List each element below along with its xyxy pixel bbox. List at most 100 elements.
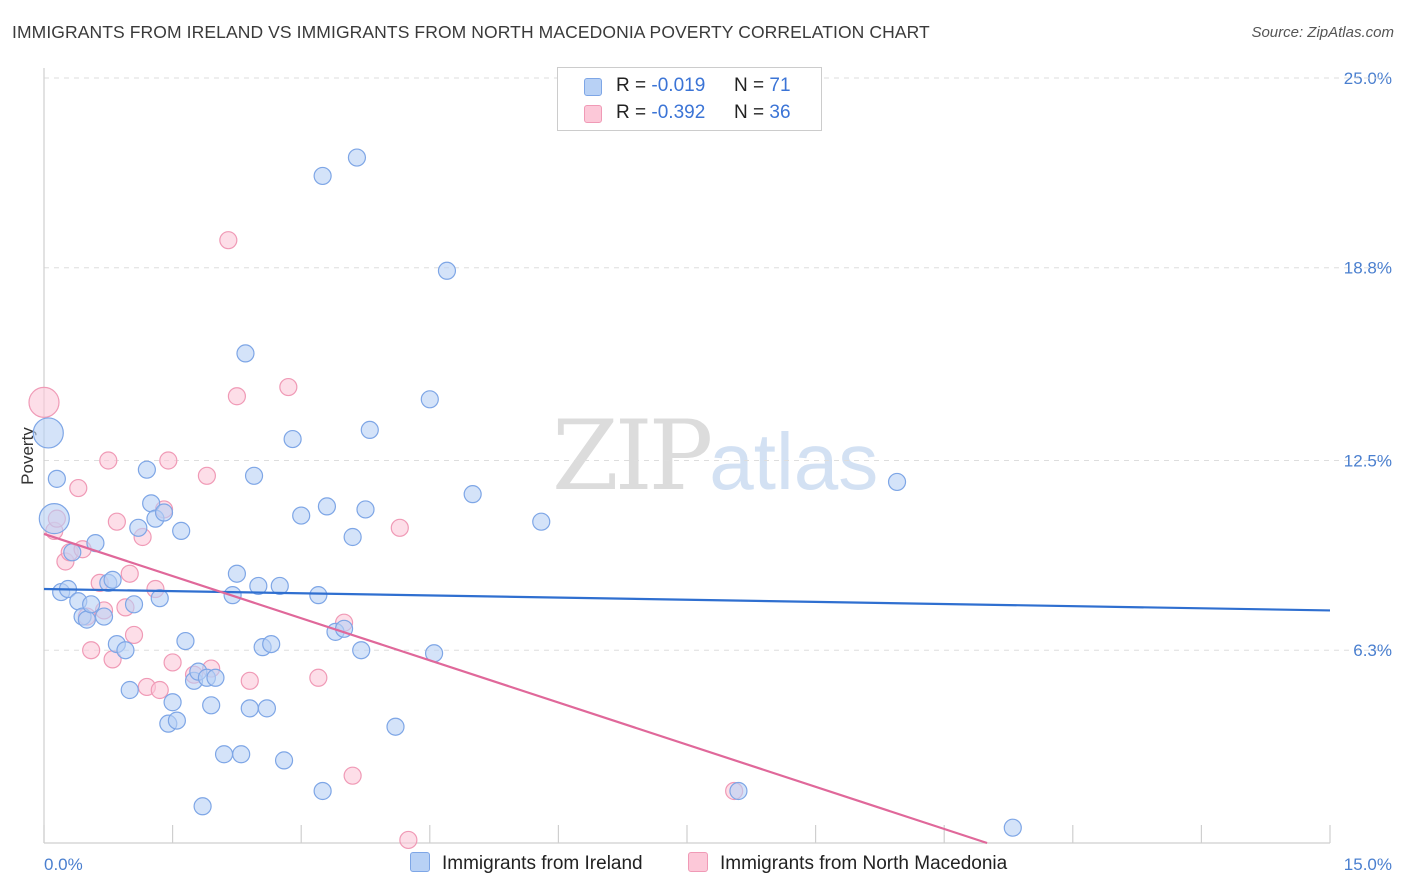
ireland-point: [262, 634, 281, 654]
ireland-point: [236, 344, 255, 363]
legend-n-value-ireland: 71: [769, 75, 791, 96]
ireland-point: [317, 497, 337, 516]
north-macedonia-point: [343, 766, 362, 785]
ireland-point: [129, 518, 148, 537]
legend-n-ireland: N = 71: [734, 75, 791, 97]
series-name-ireland: Immigrants from Ireland: [442, 853, 643, 874]
legend-r-value-north-macedonia: -0.392: [651, 102, 706, 123]
legend-r-value-ireland: -0.019: [651, 75, 706, 96]
ireland-point: [347, 148, 367, 167]
ireland-point: [309, 586, 328, 605]
series-name-north-macedonia: Immigrants from North Macedonia: [720, 853, 1008, 874]
ireland-point: [176, 631, 195, 651]
ireland-point: [274, 751, 294, 770]
y-tick-label: 6.3%: [1353, 641, 1392, 660]
ireland-point: [249, 576, 268, 596]
series-swatch-ireland: [410, 852, 430, 872]
ireland-point: [124, 595, 144, 614]
north-macedonia-point: [390, 518, 409, 537]
ireland-point: [150, 589, 169, 608]
ireland-point: [343, 527, 362, 547]
watermark-atlas: atlas: [709, 417, 879, 506]
x-tick-label: 0.0%: [44, 855, 83, 874]
x-tick-label: 15.0%: [1344, 855, 1392, 874]
y-tick-label: 12.5%: [1344, 452, 1392, 471]
ireland-point: [313, 781, 332, 801]
north-macedonia-point: [124, 625, 144, 645]
ireland-point: [270, 576, 289, 596]
ireland-point: [94, 607, 114, 626]
north-macedonia-point: [240, 671, 259, 690]
ireland-point: [163, 693, 182, 712]
north-macedonia-point: [150, 680, 169, 700]
legend-n-north-macedonia: N = 36: [734, 102, 791, 124]
ireland-point: [206, 668, 225, 687]
ireland-point: [116, 641, 135, 660]
legend-row-ireland: R = -0.019 N = 71: [558, 73, 821, 101]
ireland-point: [292, 506, 311, 525]
legend-swatch-north-macedonia: [584, 105, 602, 123]
ireland-point: [214, 745, 234, 764]
ireland-point: [137, 460, 156, 479]
ireland-point: [437, 261, 457, 280]
north-macedonia-point: [163, 653, 182, 672]
ireland-point: [887, 472, 907, 492]
ireland-point: [202, 696, 221, 715]
ireland-point: [154, 503, 174, 522]
chart-source: Source: ZipAtlas.com: [1251, 24, 1394, 41]
y-tick-label: 18.8%: [1344, 259, 1392, 278]
ireland-point: [227, 564, 246, 583]
north-macedonia-point: [197, 466, 216, 485]
ireland-point: [82, 595, 101, 614]
legend-row-north-macedonia: R = -0.392 N = 36: [558, 100, 821, 128]
ireland-point: [32, 417, 64, 449]
watermark: ZIPatlas: [552, 400, 878, 512]
ireland-point: [356, 500, 375, 519]
legend-swatch-ireland: [584, 78, 602, 96]
north-macedonia-point: [309, 668, 328, 687]
ireland-point: [103, 570, 122, 589]
north-macedonia-point: [219, 231, 238, 250]
correlation-legend: R = -0.019 N = 71 R = -0.392 N = 36: [557, 67, 822, 131]
ireland-point: [313, 166, 332, 186]
north-macedonia-point: [107, 512, 126, 531]
ireland-point: [257, 699, 277, 718]
legend-r-label: R =: [616, 75, 647, 96]
legend-r-north-macedonia: R = -0.392: [616, 102, 705, 124]
ireland-point: [193, 797, 212, 816]
legend-n-label: N =: [734, 75, 765, 96]
north-macedonia-point: [99, 451, 118, 470]
ireland-point: [360, 420, 379, 439]
ireland-point: [532, 512, 551, 531]
north-macedonia-point: [159, 451, 178, 470]
ireland-point: [1003, 818, 1022, 837]
legend-r-ireland: R = -0.019: [616, 75, 705, 97]
watermark-zip: ZIP: [552, 400, 713, 512]
north-macedonia-point: [82, 641, 101, 660]
north-macedonia-point: [279, 377, 298, 397]
series-legend-ireland: Immigrants from Ireland: [410, 852, 643, 875]
ireland-point: [729, 781, 748, 801]
series-swatch-north-macedonia: [688, 852, 708, 872]
ireland-point: [463, 485, 482, 504]
chart-title: IMMIGRANTS FROM IRELAND VS IMMIGRANTS FR…: [12, 22, 930, 42]
ireland-point: [386, 717, 405, 736]
ireland-point: [172, 521, 191, 540]
north-macedonia-point: [28, 386, 60, 418]
ireland-point: [232, 745, 251, 764]
ireland-trend-line: [43, 587, 1331, 612]
series-legend: Immigrants from Ireland Immigrants from …: [0, 852, 1406, 878]
legend-r-label: R =: [616, 102, 647, 123]
ireland-point: [63, 543, 82, 562]
legend-n-value-north-macedonia: 36: [769, 102, 791, 123]
ireland-point: [420, 390, 439, 409]
north-macedonia-point: [69, 478, 88, 498]
ireland-point: [47, 469, 66, 488]
ireland-point: [352, 641, 371, 660]
series-legend-north-macedonia: Immigrants from North Macedonia: [688, 852, 1007, 875]
ireland-point: [38, 503, 70, 535]
north-macedonia-point: [227, 387, 246, 406]
ireland-point: [240, 699, 259, 718]
ireland-point: [167, 711, 186, 730]
